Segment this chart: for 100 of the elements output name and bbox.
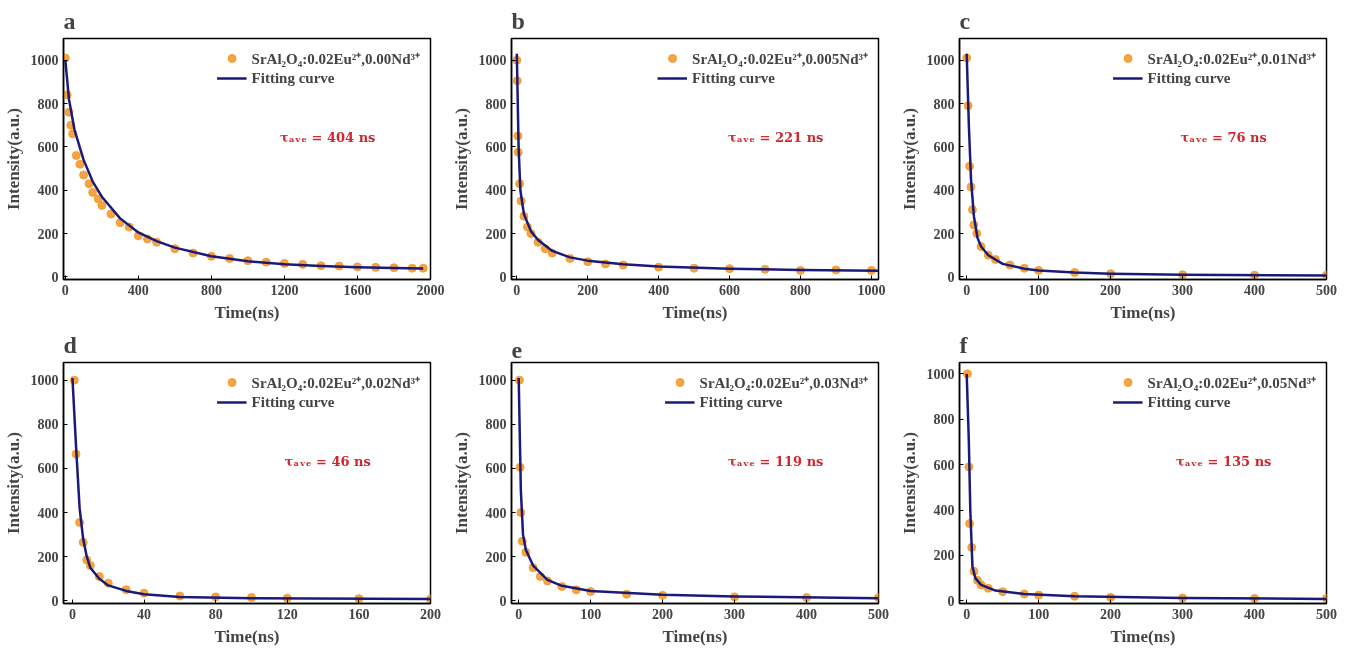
y-tick-label: 800 xyxy=(37,417,59,433)
x-tick-label: 120 xyxy=(276,606,298,622)
x-tick-label: 1200 xyxy=(270,282,299,298)
y-tick-label: 800 xyxy=(37,96,59,112)
x-tick-label: 200 xyxy=(652,606,674,622)
y-axis-title: Intensity(a.u.) xyxy=(899,107,919,210)
annotation: τₐᵥₑ = 46 ns xyxy=(284,453,371,469)
x-tick-label: 200 xyxy=(420,606,441,622)
y-tick-label: 800 xyxy=(933,412,955,428)
y-tick-label: 1000 xyxy=(926,366,955,382)
chart-title: a xyxy=(63,7,76,34)
legend-label: SrAl₂O₄:0.02Eu²⁺,0.05Nd³⁺ xyxy=(1147,374,1316,392)
y-tick-label: 600 xyxy=(485,461,507,477)
y-tick-label: 400 xyxy=(37,183,59,199)
y-tick-label: 600 xyxy=(37,139,59,155)
legend-label: Fitting curve xyxy=(1147,393,1231,411)
legend-label: Fitting curve xyxy=(699,393,783,411)
x-tick-label: 0 xyxy=(515,606,523,622)
legend-label: Fitting curve xyxy=(251,393,335,411)
x-tick-label: 100 xyxy=(580,606,602,622)
x-tick-label: 400 xyxy=(1244,282,1266,298)
legend-label: SrAl₂O₄:0.02Eu²⁺,0.005Nd³⁺ xyxy=(692,50,868,68)
x-tick-label: 80 xyxy=(208,606,223,622)
x-tick-label: 200 xyxy=(1100,606,1122,622)
x-axis-title: Time(ns) xyxy=(1110,626,1176,646)
y-tick-label: 1000 xyxy=(30,53,59,69)
x-tick-label: 400 xyxy=(796,606,818,622)
y-tick-label: 200 xyxy=(37,226,59,242)
y-tick-label: 600 xyxy=(37,461,59,477)
x-axis-title: Time(ns) xyxy=(214,302,280,322)
y-tick-label: 400 xyxy=(37,505,59,521)
y-tick-label: 0 xyxy=(51,269,59,285)
x-tick-label: 800 xyxy=(789,282,811,298)
annotation: τₐᵥₑ = 76 ns xyxy=(1180,129,1267,145)
x-tick-label: 300 xyxy=(724,606,746,622)
y-tick-label: 0 xyxy=(947,593,955,609)
chart-title: b xyxy=(511,7,525,34)
annotation: τₐᵥₑ = 221 ns xyxy=(728,129,824,145)
y-axis-title: Intensity(a.u.) xyxy=(899,431,919,534)
y-tick-label: 800 xyxy=(933,96,955,112)
y-axis-title: Intensity(a.u.) xyxy=(451,107,471,210)
y-axis-title: Intensity(a.u.) xyxy=(451,431,471,534)
x-tick-label: 100 xyxy=(1028,606,1050,622)
x-tick-label: 100 xyxy=(1028,282,1050,298)
y-tick-label: 200 xyxy=(485,226,507,242)
annotation: τₐᵥₑ = 135 ns xyxy=(1176,453,1272,469)
annotation: τₐᵥₑ = 119 ns xyxy=(728,453,824,469)
x-tick-label: 160 xyxy=(348,606,370,622)
x-tick-label: 200 xyxy=(1100,282,1122,298)
x-tick-label: 500 xyxy=(1316,606,1337,622)
x-tick-label: 0 xyxy=(61,282,69,298)
y-tick-label: 200 xyxy=(933,548,955,564)
x-tick-label: 2000 xyxy=(416,282,445,298)
y-tick-label: 800 xyxy=(485,417,507,433)
y-tick-label: 1000 xyxy=(30,373,59,389)
legend-label: Fitting curve xyxy=(1147,69,1231,87)
x-tick-label: 0 xyxy=(513,282,521,298)
legend-label: Fitting curve xyxy=(692,69,775,87)
y-tick-label: 400 xyxy=(933,183,955,199)
y-tick-label: 0 xyxy=(499,593,507,609)
y-tick-label: 200 xyxy=(485,549,507,565)
x-tick-label: 0 xyxy=(963,282,971,298)
x-tick-label: 40 xyxy=(137,606,152,622)
y-tick-label: 200 xyxy=(933,226,955,242)
y-tick-label: 400 xyxy=(485,505,507,521)
x-tick-label: 400 xyxy=(1244,606,1266,622)
legend-label: SrAl₂O₄:0.02Eu²⁺,0.00Nd³⁺ xyxy=(251,50,420,68)
x-tick-label: 400 xyxy=(127,282,149,298)
x-tick-label: 800 xyxy=(200,282,222,298)
annotation: τₐᵥₑ = 404 ns xyxy=(280,129,376,145)
y-tick-label: 600 xyxy=(933,457,955,473)
x-axis-title: Time(ns) xyxy=(214,626,280,646)
x-tick-label: 300 xyxy=(1172,282,1194,298)
y-tick-label: 0 xyxy=(51,593,59,609)
y-tick-label: 1000 xyxy=(926,53,955,69)
y-tick-label: 400 xyxy=(485,183,507,199)
y-tick-label: 600 xyxy=(485,139,507,155)
x-axis-title: Time(ns) xyxy=(662,302,728,322)
legend-label: SrAl₂O₄:0.02Eu²⁺,0.02Nd³⁺ xyxy=(251,374,420,392)
y-axis-title: Intensity(a.u.) xyxy=(3,107,23,210)
y-tick-label: 0 xyxy=(499,269,507,285)
chart-title: c xyxy=(959,7,971,34)
chart-title: f xyxy=(959,331,969,358)
x-tick-label: 300 xyxy=(1172,606,1194,622)
y-tick-label: 400 xyxy=(933,503,955,518)
x-axis-title: Time(ns) xyxy=(1110,302,1176,322)
x-axis-title: Time(ns) xyxy=(662,626,728,646)
y-tick-label: 1000 xyxy=(478,53,507,69)
y-tick-label: 600 xyxy=(933,139,955,155)
x-tick-label: 500 xyxy=(1316,282,1337,298)
x-tick-label: 1000 xyxy=(857,282,886,298)
y-tick-label: 1000 xyxy=(478,373,507,389)
y-tick-label: 200 xyxy=(37,549,59,565)
legend-label: SrAl₂O₄:0.02Eu²⁺,0.03Nd³⁺ xyxy=(699,374,868,392)
y-axis-title: Intensity(a.u.) xyxy=(3,431,23,534)
y-tick-label: 0 xyxy=(947,269,955,285)
x-tick-label: 1600 xyxy=(343,282,372,298)
x-tick-label: 0 xyxy=(963,606,971,622)
x-tick-label: 500 xyxy=(868,606,889,622)
chart-title: d xyxy=(63,331,78,358)
